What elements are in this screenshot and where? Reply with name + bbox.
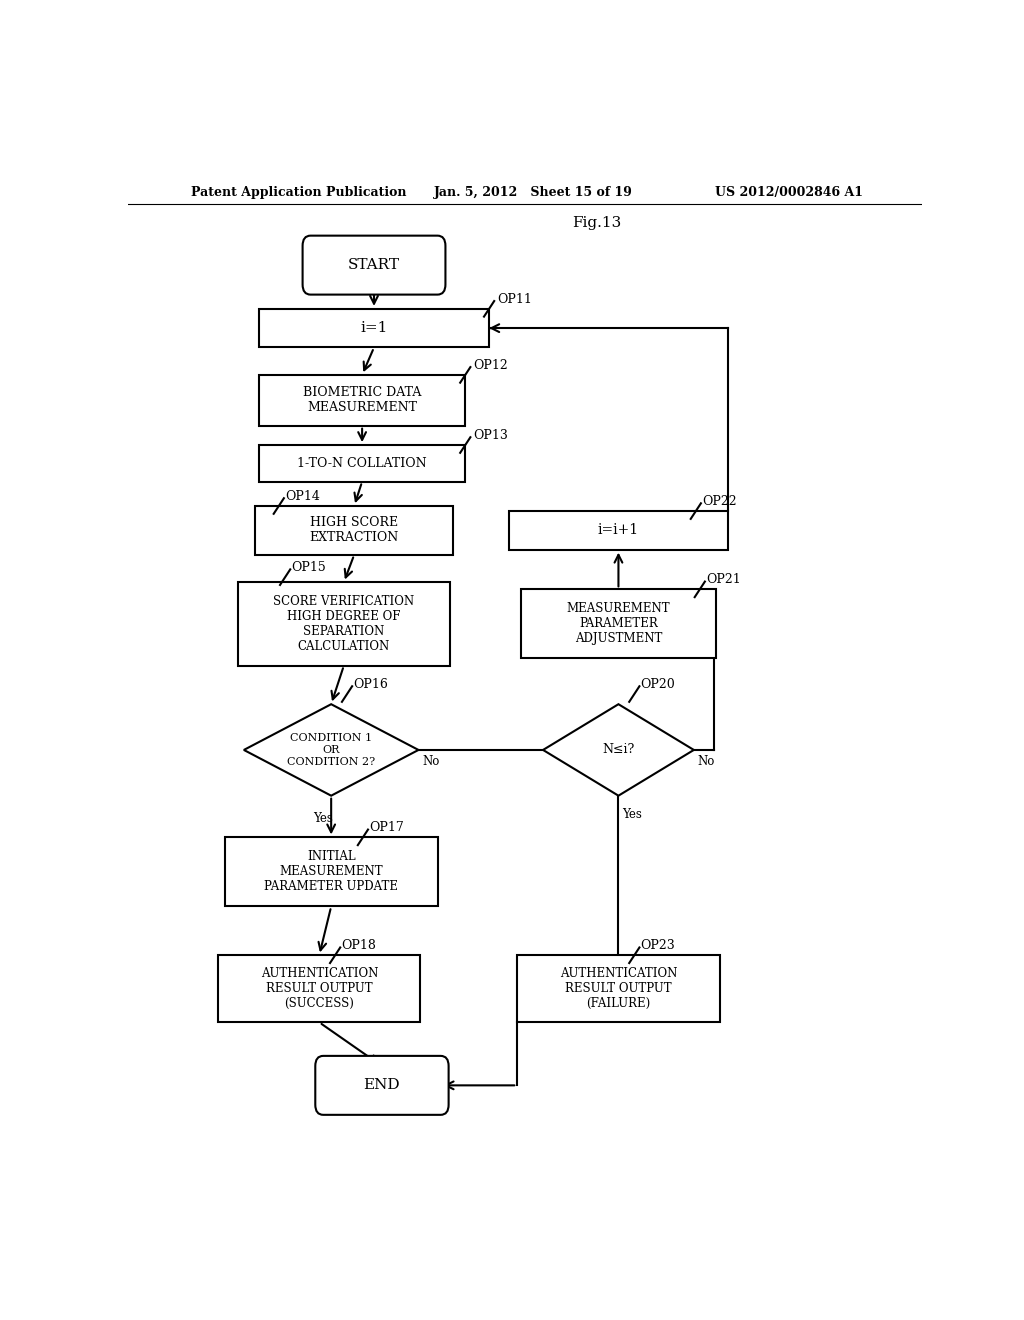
Text: OP15: OP15 (292, 561, 327, 574)
Bar (255, 506, 454, 554)
Text: OP21: OP21 (707, 573, 741, 586)
Polygon shape (244, 704, 419, 796)
Text: BIOMETRIC DATA
MEASUREMENT: BIOMETRIC DATA MEASUREMENT (303, 387, 421, 414)
Text: Patent Application Publication: Patent Application Publication (191, 186, 407, 199)
Text: OP18: OP18 (341, 940, 377, 952)
Text: No: No (423, 755, 439, 768)
FancyBboxPatch shape (303, 236, 445, 294)
Text: MEASUREMENT
PARAMETER
ADJUSTMENT: MEASUREMENT PARAMETER ADJUSTMENT (566, 602, 671, 645)
Bar (225, 837, 437, 907)
Text: AUTHENTICATION
RESULT OUTPUT
(SUCCESS): AUTHENTICATION RESULT OUTPUT (SUCCESS) (260, 968, 378, 1010)
Text: AUTHENTICATION
RESULT OUTPUT
(FAILURE): AUTHENTICATION RESULT OUTPUT (FAILURE) (560, 968, 677, 1010)
Text: OP12: OP12 (473, 359, 508, 372)
Text: OP17: OP17 (370, 821, 404, 834)
Text: Fig.13: Fig.13 (572, 216, 622, 231)
Text: START: START (348, 259, 400, 272)
Text: OP16: OP16 (353, 678, 388, 690)
FancyBboxPatch shape (315, 1056, 449, 1115)
Bar (259, 309, 489, 347)
Text: HIGH SCORE
EXTRACTION: HIGH SCORE EXTRACTION (309, 516, 398, 544)
Bar (521, 589, 716, 659)
Polygon shape (543, 704, 694, 796)
Text: SCORE VERIFICATION
HIGH DEGREE OF
SEPARATION
CALCULATION: SCORE VERIFICATION HIGH DEGREE OF SEPARA… (273, 595, 415, 653)
Text: i=1: i=1 (360, 321, 388, 335)
Text: 1-TO-N COLLATION: 1-TO-N COLLATION (297, 457, 427, 470)
Bar (509, 511, 728, 549)
Text: US 2012/0002846 A1: US 2012/0002846 A1 (715, 186, 863, 199)
Text: OP11: OP11 (497, 293, 531, 306)
Bar (238, 582, 451, 665)
Text: OP22: OP22 (702, 495, 737, 508)
Text: INITIAL
MEASUREMENT
PARAMETER UPDATE: INITIAL MEASUREMENT PARAMETER UPDATE (264, 850, 398, 894)
Text: No: No (697, 755, 715, 768)
Text: OP13: OP13 (473, 429, 508, 442)
Text: i=i+1: i=i+1 (598, 524, 639, 537)
Text: Yes: Yes (623, 808, 642, 821)
Bar (259, 445, 465, 482)
Text: CONDITION 1
OR
CONDITION 2?: CONDITION 1 OR CONDITION 2? (287, 734, 375, 767)
Text: OP14: OP14 (285, 490, 321, 503)
Bar (218, 956, 421, 1022)
Bar (517, 956, 720, 1022)
Text: Jan. 5, 2012   Sheet 15 of 19: Jan. 5, 2012 Sheet 15 of 19 (433, 186, 633, 199)
Bar (259, 375, 465, 426)
Text: N≤i?: N≤i? (602, 743, 635, 756)
Text: END: END (364, 1078, 400, 1093)
Text: Yes: Yes (313, 812, 333, 825)
Text: OP20: OP20 (641, 678, 676, 690)
Text: OP23: OP23 (641, 940, 676, 952)
